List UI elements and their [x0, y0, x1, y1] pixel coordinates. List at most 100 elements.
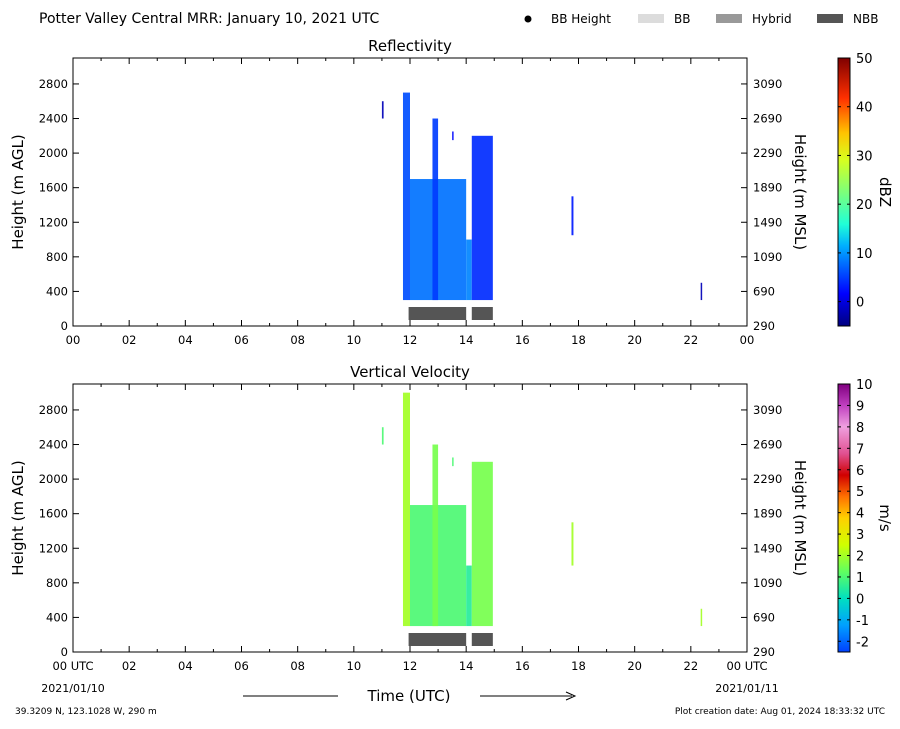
y2-tick-label: 1490: [753, 541, 782, 555]
colorbar-tick-label: 40: [856, 101, 873, 116]
vertical-velocity-x-axis: 00 UTC 02 04 06 08 10 12 14 16 18 20 22 00 UTC: [52, 384, 768, 673]
x-tick-label: 16: [515, 659, 530, 673]
x-tick-label: 20: [627, 333, 642, 347]
x-tick-label: 00: [740, 333, 755, 347]
legend-label: Hybrid: [752, 12, 792, 26]
reflectivity-y2-label: Height (m MSL): [791, 134, 809, 250]
bright-band-bar: [408, 633, 467, 646]
echo-cell: [452, 457, 454, 467]
colorbar-tick-label: 4: [856, 507, 864, 522]
legend-item-nbb: NBB: [817, 12, 878, 26]
y-tick-label: 1600: [39, 181, 68, 195]
header-legend: BB Height BB Hybrid NBB: [524, 12, 878, 26]
echo-cell: [402, 392, 410, 627]
legend-item-bb: BB: [638, 12, 690, 26]
echo-cell: [432, 444, 439, 627]
y-tick-label: 2800: [39, 77, 68, 91]
y-tick-label: 400: [46, 284, 68, 298]
vertical-velocity-bright-band: [408, 633, 493, 646]
colorbar-tick-label: 3: [856, 528, 864, 543]
colorbar-tick-label: 2: [856, 550, 864, 565]
legend-label: BB: [674, 12, 690, 26]
reflectivity-y-label: Height (m AGL): [9, 134, 27, 249]
x-tick-label: 10: [347, 659, 362, 673]
reflectivity-y-axis: 0 400 800 1200 1600 2000 2400 2800 Height (m AGL…: [9, 77, 79, 333]
legend-item-bb-height: BB Height: [524, 12, 611, 26]
legend-swatch: [716, 14, 742, 23]
x-tick-label: 14: [459, 659, 474, 673]
x-tick-label: 00 UTC: [726, 659, 767, 673]
colorbar-tick-label: 10: [856, 247, 873, 262]
y2-tick-label: 1890: [753, 507, 782, 521]
y2-tick-label: 690: [753, 610, 775, 624]
colorbar-tick-label: 50: [856, 52, 873, 67]
x-tick-label: 22: [684, 659, 699, 673]
colorbar-tick-label: 20: [856, 198, 873, 213]
x-tick-label: 20: [627, 659, 642, 673]
start-date: 2021/01/10: [41, 682, 104, 695]
x-tick-label: 06: [234, 333, 249, 347]
echo-cell: [466, 565, 472, 627]
y2-tick-label: 1490: [753, 215, 782, 229]
x-tick-label: 14: [459, 333, 474, 347]
end-date: 2021/01/11: [715, 682, 778, 695]
x-tick-label: 02: [122, 333, 137, 347]
y2-tick-label: 290: [753, 319, 775, 333]
echo-cell: [466, 239, 472, 301]
vertical-velocity-echoes: [381, 392, 703, 627]
echo-cell: [471, 135, 493, 301]
vertical-velocity-y2-axis: 290 690 1090 1490 1890 2290 2690 3090 Height (m …: [741, 403, 809, 659]
x-tick-label: 16: [515, 333, 530, 347]
y-tick-label: 1600: [39, 507, 68, 521]
bright-band-bar: [471, 633, 493, 646]
colorbar-tick-label: 6: [856, 464, 864, 479]
legend-marker: [524, 15, 532, 23]
colorbar-scale: [837, 383, 851, 653]
y-tick-label: 2400: [39, 112, 68, 126]
colorbar-label: m/s: [876, 504, 894, 532]
y2-tick-label: 1090: [753, 576, 782, 590]
colorbar-scale: [837, 57, 851, 327]
y2-tick-label: 290: [753, 645, 775, 659]
echo-cell: [381, 101, 384, 119]
colorbar-tick-label: -2: [856, 635, 869, 650]
colorbar-tick-label: 5: [856, 485, 864, 500]
vertical-velocity-title: Vertical Velocity: [350, 363, 470, 381]
y-tick-label: 2000: [39, 146, 68, 160]
reflectivity-colorbar: 0 10 20 30 40 50 dBZ: [837, 52, 894, 327]
legend-label: NBB: [853, 12, 878, 26]
echo-cell: [471, 461, 493, 627]
colorbar-tick-label: 1: [856, 571, 864, 586]
legend-label: BB Height: [551, 12, 611, 26]
vertical-velocity-y-axis: 0 400 800 1200 1600 2000 2400 2800 Height (m AGL…: [9, 403, 79, 659]
colorbar-tick-label: 0: [856, 592, 864, 607]
y2-tick-label: 3090: [753, 403, 782, 417]
y-tick-label: 1200: [39, 541, 68, 555]
legend-swatch: [817, 14, 843, 23]
y-tick-label: 2400: [39, 438, 68, 452]
reflectivity-x-axis: 00 02 04 06 08 10 12 14 16 18 20 22 00: [66, 58, 755, 347]
figure-title: Potter Valley Central MRR: January 10, 2…: [39, 11, 379, 27]
echo-cell: [432, 118, 439, 301]
station-location: 39.3209 N, 123.1028 W, 290 m: [15, 707, 157, 717]
legend-item-hybrid: Hybrid: [716, 12, 792, 26]
colorbar-tick-label: 10: [856, 378, 873, 393]
y-tick-label: 0: [61, 645, 68, 659]
reflectivity-y2-axis: 290 690 1090 1490 1890 2290 2690 3090 Height (m …: [741, 77, 809, 333]
y2-tick-label: 3090: [753, 77, 782, 91]
bright-band-bar: [471, 307, 493, 320]
x-tick-label: 04: [178, 333, 193, 347]
echo-cell: [381, 427, 384, 445]
x-tick-label: 18: [571, 333, 586, 347]
echo-cell: [402, 92, 410, 301]
plot-creation-date: Plot creation date: Aug 01, 2024 18:33:3…: [675, 707, 885, 717]
echo-cell: [700, 608, 703, 627]
y2-tick-label: 2290: [753, 472, 782, 486]
vertical-velocity-y2-label: Height (m MSL): [791, 460, 809, 576]
y-tick-label: 1200: [39, 215, 68, 229]
time-axis-label: Time (UTC): [367, 687, 451, 705]
vertical-velocity-y-label: Height (m AGL): [9, 460, 27, 575]
colorbar-tick-label: 8: [856, 421, 864, 436]
